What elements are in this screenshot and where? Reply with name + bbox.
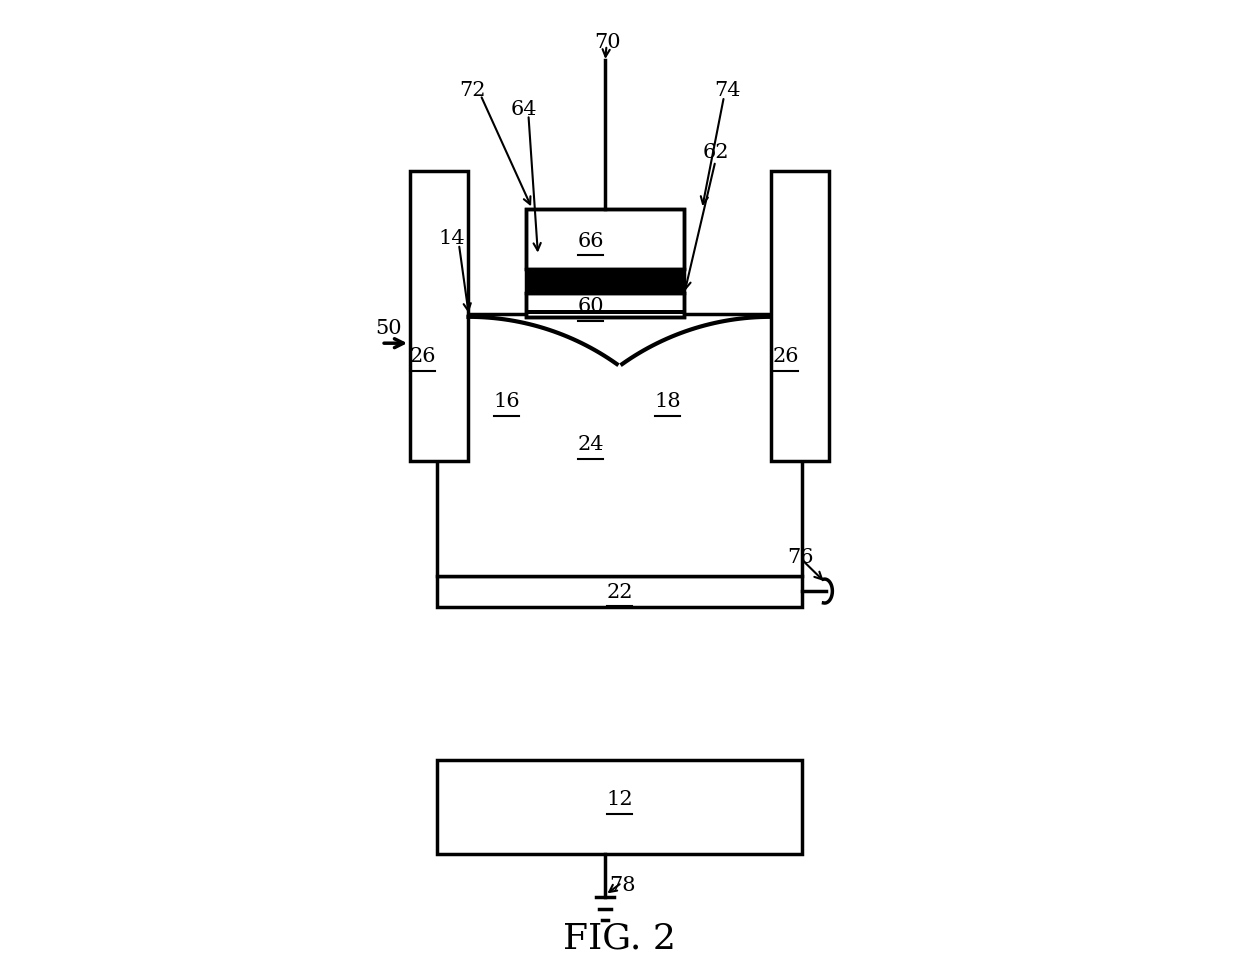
Bar — [527, 209, 684, 317]
Bar — [527, 209, 684, 270]
Text: 60: 60 — [577, 297, 605, 315]
Bar — [437, 760, 802, 854]
Text: 76: 76 — [788, 548, 814, 566]
Text: 26: 26 — [410, 346, 436, 365]
Text: 16: 16 — [493, 392, 520, 410]
Text: 64: 64 — [510, 100, 536, 118]
Bar — [527, 293, 684, 317]
Text: 24: 24 — [577, 435, 603, 454]
Text: 72: 72 — [460, 81, 486, 100]
Text: 66: 66 — [577, 232, 603, 251]
Bar — [410, 171, 468, 461]
Bar — [771, 171, 829, 461]
Text: FIG. 2: FIG. 2 — [563, 921, 676, 954]
Text: 50: 50 — [375, 318, 401, 337]
Bar — [437, 577, 802, 607]
Text: 22: 22 — [606, 582, 633, 601]
Text: 74: 74 — [714, 81, 741, 100]
Text: 70: 70 — [595, 33, 621, 52]
Text: 26: 26 — [773, 346, 799, 365]
Bar — [527, 270, 684, 294]
Bar — [527, 310, 684, 315]
Text: 78: 78 — [610, 875, 636, 895]
Text: 62: 62 — [703, 143, 729, 161]
Text: 18: 18 — [654, 392, 680, 410]
Text: 14: 14 — [439, 229, 465, 248]
Bar — [437, 315, 802, 577]
Text: 12: 12 — [606, 789, 633, 808]
